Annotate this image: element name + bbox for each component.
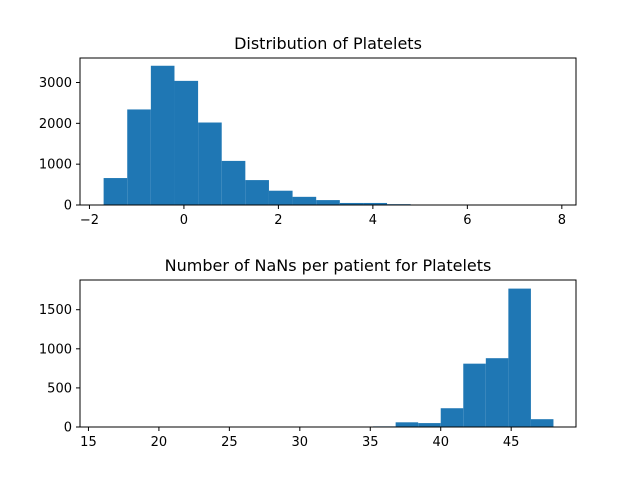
histogram-bar <box>418 423 441 427</box>
y-tick-label: 2000 <box>39 117 72 132</box>
histogram-bar <box>508 288 531 427</box>
histogram-bar <box>268 190 293 205</box>
histogram-bar <box>316 200 340 205</box>
y-tick-label: 0 <box>64 421 72 436</box>
y-axis-ticks: 0 500 1000 1500 <box>39 303 80 436</box>
x-tick-label: 6 <box>463 213 471 228</box>
y-tick-label: 1000 <box>39 342 72 357</box>
histogram-bar <box>198 122 222 205</box>
histogram-bar <box>440 408 464 427</box>
axes-frame <box>79 279 577 428</box>
axes-frame <box>79 57 577 206</box>
histogram-bars <box>102 288 554 427</box>
x-tick-label: 35 <box>362 435 379 450</box>
x-tick-label: 0 <box>180 213 188 228</box>
y-tick-label: 500 <box>47 381 72 396</box>
y-tick-label: 3000 <box>39 76 72 91</box>
x-tick-label: 15 <box>80 435 97 450</box>
histogram-bar <box>363 202 388 205</box>
x-tick-label: 4 <box>369 213 377 228</box>
x-tick-label: 25 <box>221 435 238 450</box>
y-tick-label: 1500 <box>39 303 72 318</box>
y-axis-ticks: 0 1000 2000 3000 <box>39 76 80 214</box>
y-tick-label: 1000 <box>39 158 72 173</box>
histogram-bar <box>245 180 269 205</box>
histogram-bars <box>103 65 567 205</box>
chart-title: Number of NaNs per patient for Platelets <box>165 256 492 275</box>
x-tick-label: 2 <box>274 213 282 228</box>
histogram-bar <box>127 109 151 205</box>
histogram-bar <box>174 80 199 205</box>
x-tick-label: 40 <box>432 435 449 450</box>
x-axis-ticks: −2 0 2 4 6 8 <box>80 205 566 228</box>
histogram-bar <box>292 196 317 205</box>
histogram-bar <box>395 422 419 427</box>
histogram-bar <box>103 178 128 205</box>
x-axis-ticks: 15 20 25 30 35 40 45 <box>80 427 519 450</box>
x-tick-label: 30 <box>292 435 309 450</box>
nans-per-patient-chart: Number of NaNs per patient for Platelets… <box>39 256 577 450</box>
x-tick-label: 20 <box>151 435 168 450</box>
y-tick-label: 0 <box>64 199 72 214</box>
histogram-bar <box>530 419 554 427</box>
histogram-bar <box>221 160 246 205</box>
x-tick-label: −2 <box>80 213 99 228</box>
histogram-bar <box>463 363 486 427</box>
x-tick-label: 45 <box>503 435 520 450</box>
histogram-bar <box>150 65 175 205</box>
x-tick-label: 8 <box>558 213 566 228</box>
chart-title: Distribution of Platelets <box>234 34 422 53</box>
histogram-bar <box>339 202 364 205</box>
platelets-distribution-chart: Distribution of Platelets −2 0 2 4 6 8 0 1000 2… <box>39 34 577 228</box>
histogram-bar <box>485 358 509 427</box>
